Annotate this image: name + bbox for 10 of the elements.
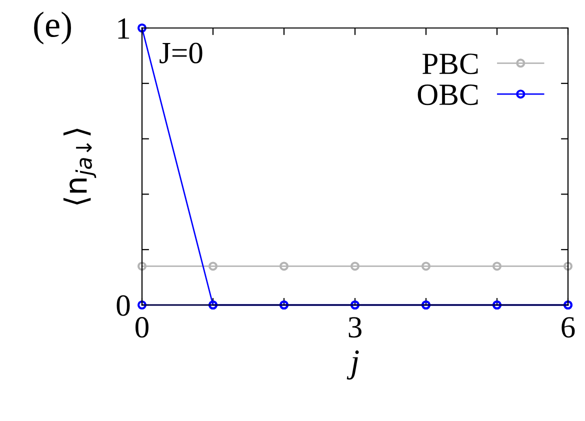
- chart-title: (e): [34, 12, 71, 44]
- y-axis-title: ⟨n$_{ja↓}$⟩: [63, 128, 96, 205]
- legend-label: OBC: [418, 84, 478, 106]
- x-tick-label: 0: [136, 316, 148, 338]
- x-tick-label: 3: [348, 317, 362, 338]
- x-axis-title: j: [346, 350, 359, 380]
- annotation: J=0: [160, 42, 202, 64]
- legend-label: PBC: [422, 54, 478, 74]
- y-tick-label: 1: [118, 18, 130, 39]
- x-tick-label: 6: [562, 317, 575, 338]
